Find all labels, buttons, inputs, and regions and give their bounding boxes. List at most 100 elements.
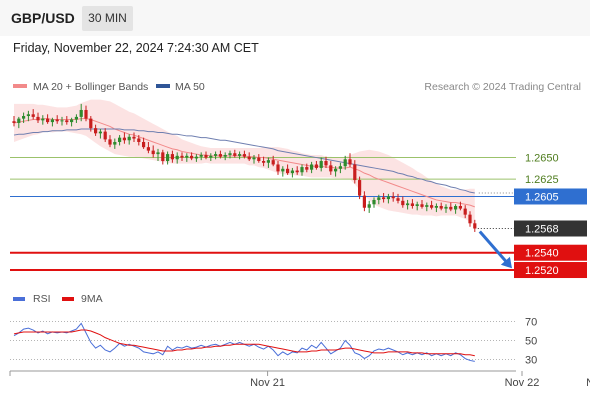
candle-body (218, 154, 222, 157)
candle-body (238, 154, 242, 156)
candle-body (113, 141, 117, 145)
candle-body (65, 120, 69, 123)
candle-body (156, 152, 160, 155)
candle-body (348, 159, 352, 165)
candle-body (60, 120, 64, 122)
candle-body (372, 199, 376, 205)
candle-body (276, 164, 280, 172)
candle-body (146, 147, 150, 151)
legend-label-ma20: MA 20 + Bollinger Bands (33, 81, 148, 93)
level-label-1: 1.2625 (525, 174, 559, 186)
candle-body (228, 153, 232, 155)
candle-body (454, 206, 458, 210)
candle-body (55, 119, 59, 122)
rsi-series-rsi (13, 322, 475, 362)
candle-body (444, 206, 448, 209)
candle-body (180, 155, 184, 158)
candle-body (247, 156, 251, 160)
candle-body (430, 205, 434, 208)
candle-body (170, 154, 174, 160)
candle-body (36, 116, 40, 121)
rsi-tick-50: 50 (525, 336, 537, 348)
candle-body (132, 136, 136, 139)
candle-body (334, 168, 338, 172)
candle-body (214, 154, 218, 156)
candle-body (252, 157, 256, 160)
candle-body (142, 141, 146, 148)
candle-body (425, 205, 429, 207)
candle-body (286, 168, 290, 174)
candle-body (281, 168, 285, 172)
candle-body (185, 155, 189, 158)
legend-label-ma50: MA 50 (175, 81, 205, 93)
candle-body (463, 208, 467, 215)
legend-swatch-ma20 (13, 84, 27, 88)
level-label-2: 1.2605 (525, 191, 559, 203)
candle-body (89, 118, 93, 129)
currency-pair-title: GBP/USD (11, 10, 75, 26)
candle-body (353, 164, 357, 181)
candle-body (194, 156, 198, 159)
copyright-text: Research © 2024 Trading Central (424, 81, 581, 93)
candle-body (377, 197, 381, 200)
candle-body (137, 138, 141, 142)
candle-body (338, 166, 342, 169)
chart-legend: MA 20 + Bollinger Bands MA 50 Research ©… (13, 81, 581, 93)
candle-body (458, 206, 462, 209)
candle-body (295, 170, 299, 173)
candle-body (386, 196, 390, 200)
ma9-legend-swatch (62, 297, 74, 301)
candle-body (84, 109, 88, 119)
candle-body (343, 159, 347, 167)
legend-swatch-ma50 (156, 84, 170, 88)
candle-body (382, 197, 386, 200)
rsi-tick-70: 70 (525, 317, 537, 329)
candle-body (305, 167, 309, 170)
candle-body (439, 206, 443, 209)
candle-body (79, 109, 83, 117)
level-label-0: 1.2650 (525, 153, 559, 165)
candle-body (17, 118, 21, 123)
candle-body (12, 121, 16, 123)
candle-body (290, 170, 294, 174)
x-tick-label: Nov 26 (586, 377, 590, 389)
rsi-tick-30: 30 (525, 355, 537, 367)
level-badge-3 (514, 244, 587, 261)
candle-body (396, 198, 400, 201)
bollinger-band (14, 99, 475, 226)
candle-body (103, 131, 107, 140)
candle-body (74, 116, 78, 120)
level-badge-4 (514, 262, 587, 279)
level-label-3: 1.2540 (525, 248, 559, 260)
candle-body (271, 160, 275, 165)
candle-body (50, 119, 54, 123)
candle-body (401, 200, 405, 206)
candle-body (175, 155, 179, 160)
candle-body (434, 206, 438, 208)
candle-body (410, 203, 414, 207)
candle-body (94, 128, 98, 134)
header-bar: GBP/USD 30 MIN (0, 0, 590, 36)
timeframe-button[interactable]: 30 MIN (82, 6, 133, 31)
candle-body (118, 137, 122, 142)
candle-body (22, 116, 26, 119)
candle-body (257, 157, 261, 162)
candle-body (324, 161, 328, 166)
candle-body (98, 131, 102, 134)
candle-body (415, 204, 419, 207)
candle-body (358, 180, 362, 196)
candle-body (223, 154, 227, 157)
forecast-arrow-shaft (478, 230, 512, 268)
candle-body (473, 223, 477, 229)
candle-body (319, 161, 323, 168)
ma9-legend-label: 9MA (81, 293, 103, 305)
candle-body (41, 118, 45, 121)
candle-body (391, 196, 395, 199)
candle-body (266, 160, 270, 163)
candle-body (449, 206, 453, 210)
candle-body (46, 118, 50, 123)
candle-body (367, 204, 371, 208)
candle-body (108, 139, 112, 145)
